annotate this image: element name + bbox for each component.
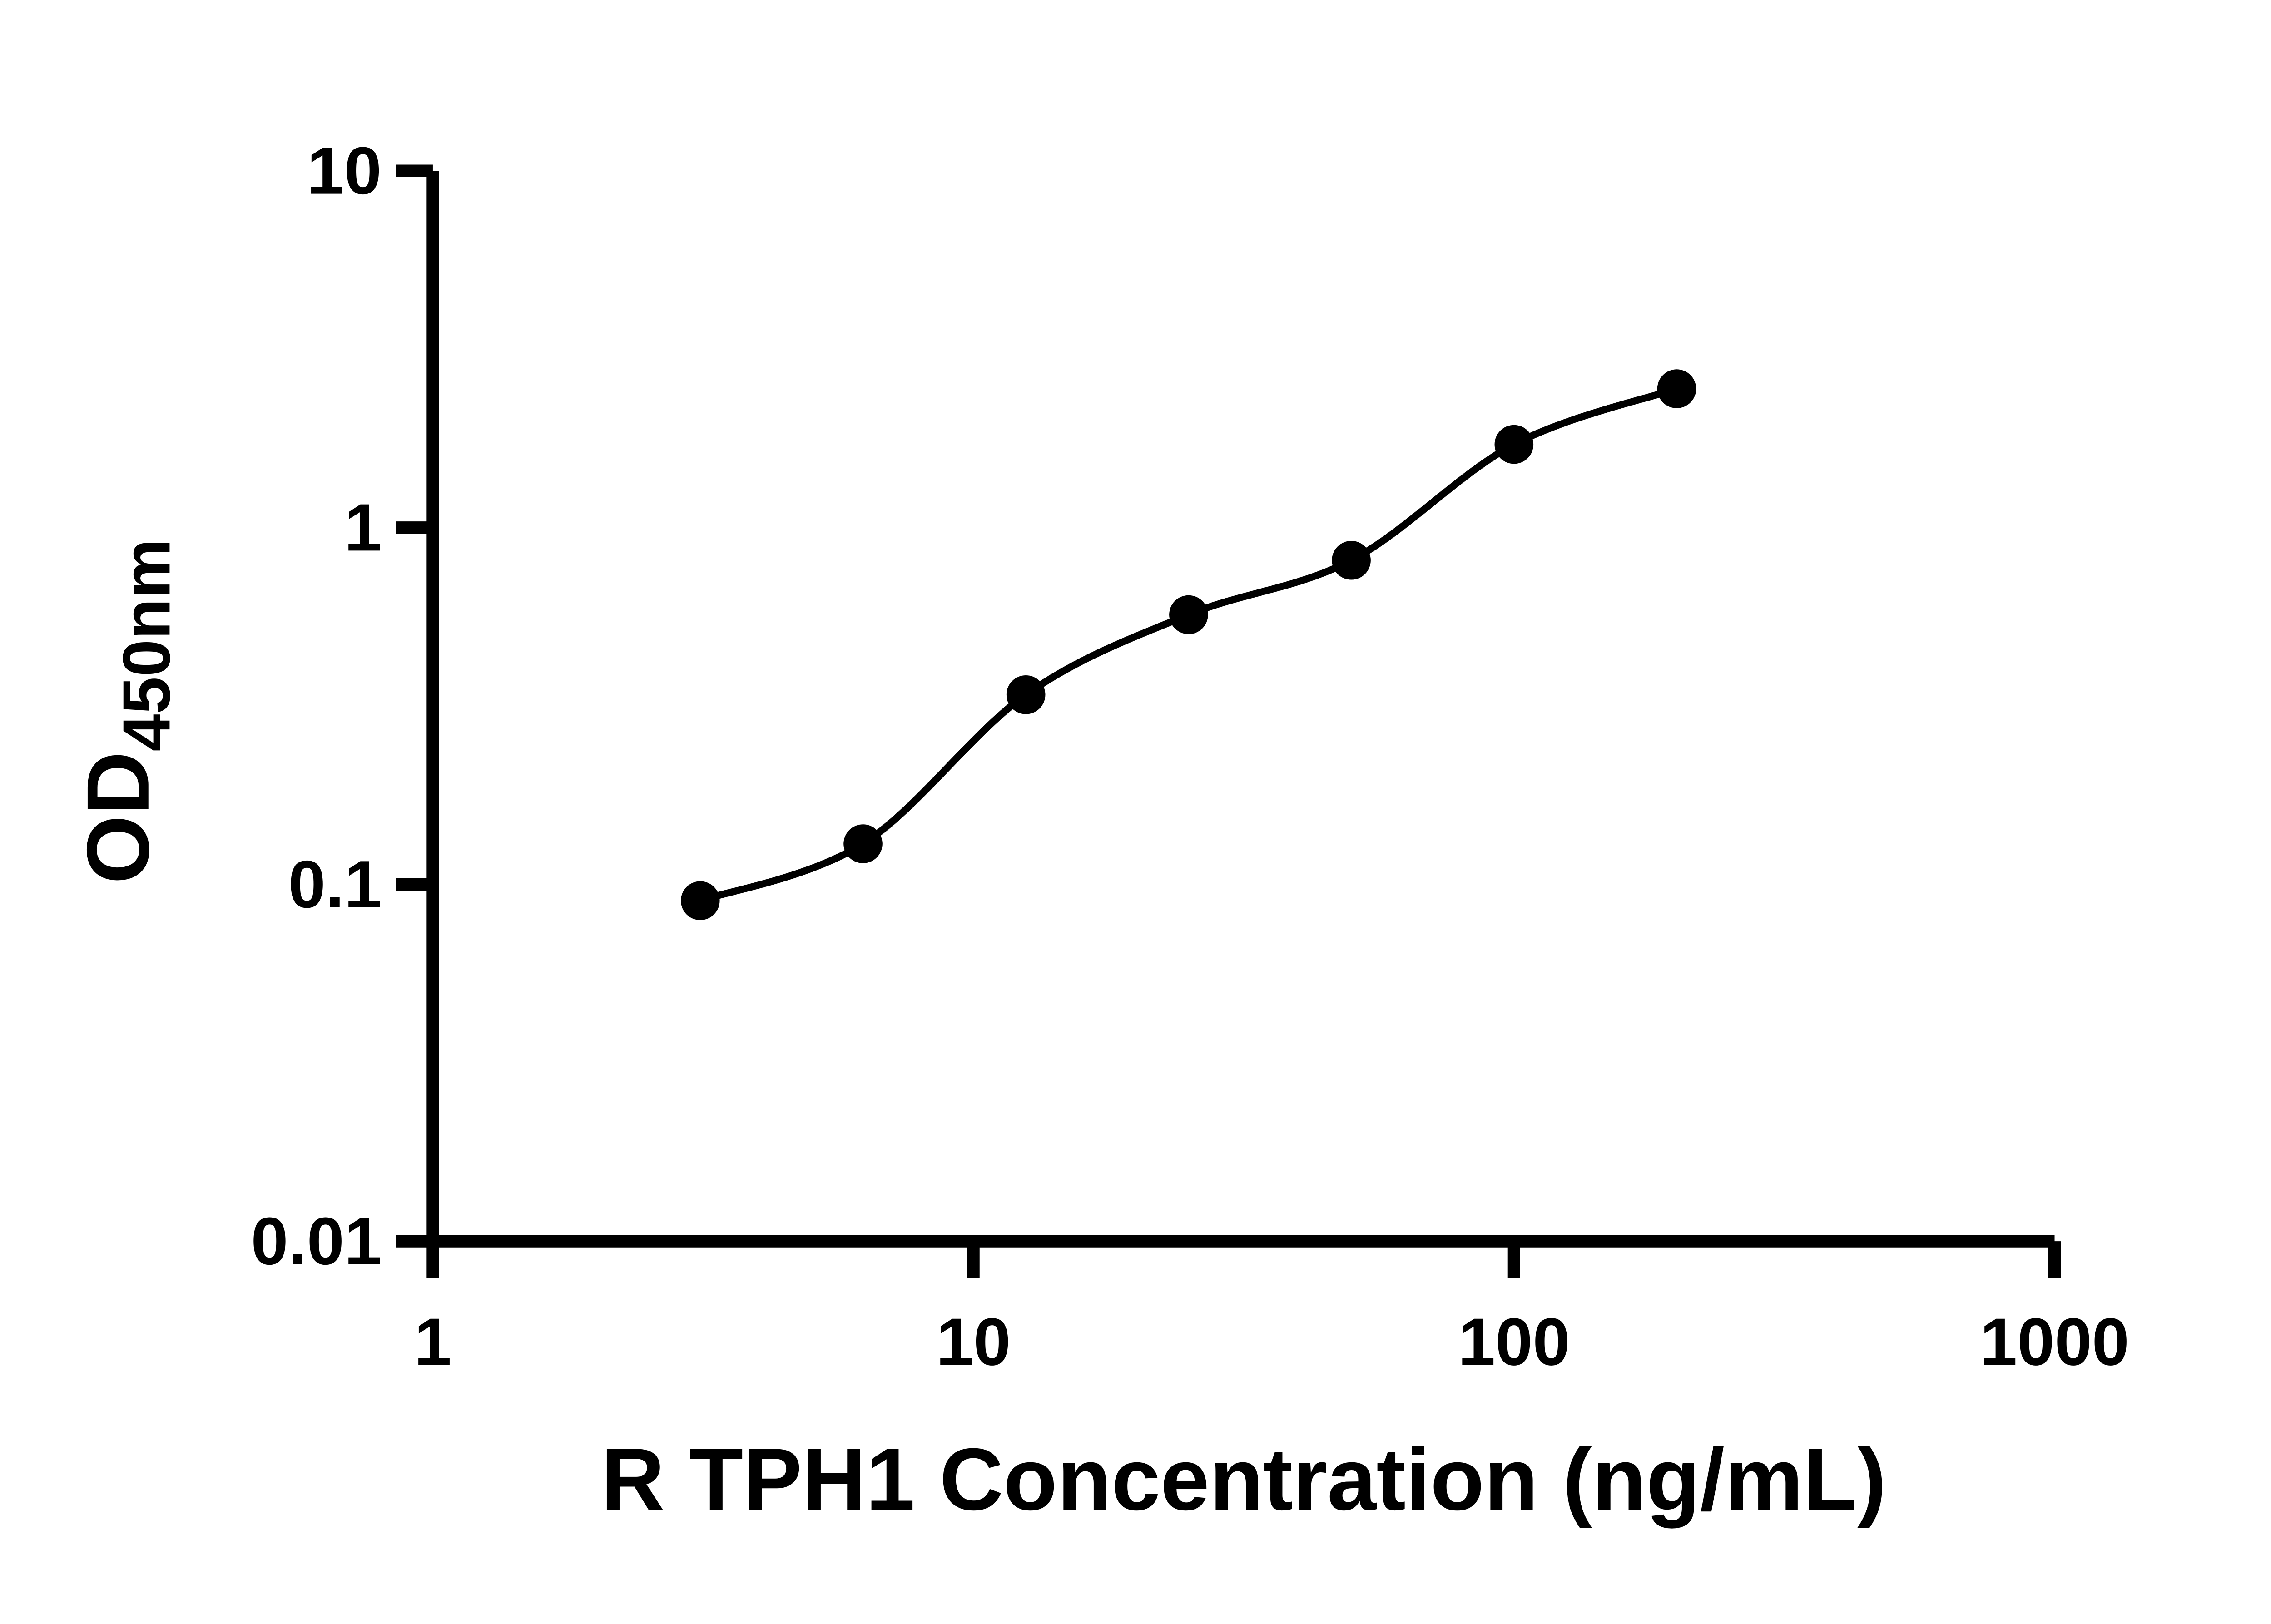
series-layer <box>681 369 1696 921</box>
y-tick-label: 1 <box>344 490 382 565</box>
y-axis-title-main: OD <box>69 752 168 884</box>
y-tick-label: 0.1 <box>288 847 382 922</box>
data-point <box>843 824 883 863</box>
y-axis-title-subscript: 450nm <box>109 539 184 751</box>
ticks-layer: 1 10 100 1000 0.01 0.1 1 10 <box>251 134 2129 1380</box>
x-tick-label: 10 <box>936 1304 1011 1379</box>
data-point <box>681 881 720 921</box>
data-point <box>1169 595 1208 634</box>
data-point <box>1657 369 1696 408</box>
y-axis-title: OD450nm <box>69 539 184 884</box>
x-tick-label: 1000 <box>1980 1304 2129 1379</box>
data-point <box>1006 675 1046 714</box>
y-tick-label: 0.01 <box>251 1204 382 1279</box>
axis-frame <box>426 171 2055 1248</box>
data-point <box>1332 540 1371 580</box>
y-tick-label: 10 <box>307 134 382 208</box>
x-tick-label: 1 <box>414 1304 451 1379</box>
x-tick-label: 100 <box>1458 1304 1570 1379</box>
x-axis-title: R TPH1 Concentration (ng/mL) <box>601 1430 1887 1529</box>
data-point <box>1494 425 1534 464</box>
fit-curve <box>699 385 1678 904</box>
